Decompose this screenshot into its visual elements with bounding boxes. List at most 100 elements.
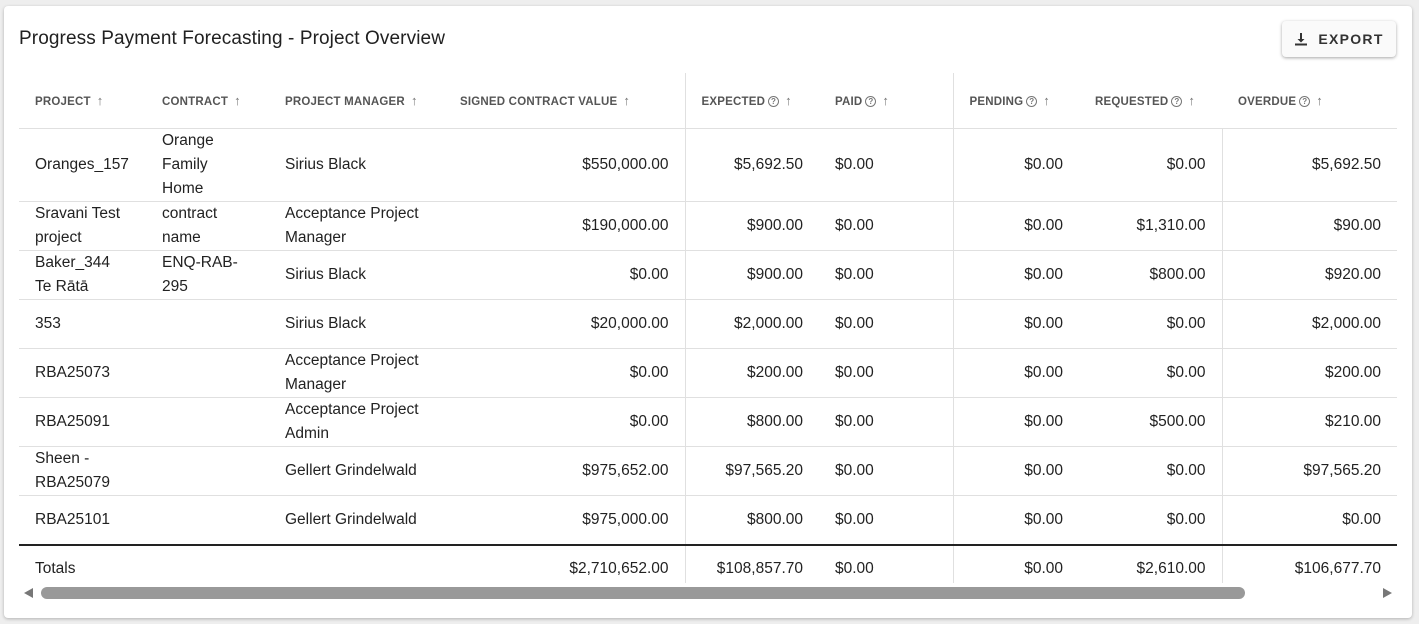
totals-pending: $0.00 [952,543,1079,583]
cell-project-manager: Gellert Grindelwald [269,446,444,496]
column-header-project-manager[interactable]: PROJECT MANAGER ↑ [269,73,444,129]
cell-project-manager: Acceptance Project Manager [269,348,444,398]
cell-paid: $0.00 [819,299,953,349]
table-row[interactable]: Sheen - RBA25079 Gellert Grindelwald $975,… [19,446,1397,496]
cell-contract [146,348,269,398]
scroll-track[interactable] [41,587,1271,599]
totals-signed-value: $2,710,652.00 [444,543,685,583]
table-row[interactable]: 353 Sirius Black $20,000.00 $2,000.00 $0.00 $… [19,299,1397,349]
column-header-overdue[interactable]: OVERDUE? ↑ [1222,73,1397,129]
column-header-contract[interactable]: CONTRACT ↑ [146,73,269,129]
table-row[interactable]: RBA25073 Acceptance Project Manager $0.00 $… [19,348,1397,398]
project-overview-card: Progress Payment Forecasting - Project O… [4,6,1412,618]
cell-signed-contract-value: $975,652.00 [444,446,685,496]
table-row[interactable]: Baker_344 Te Rātā ENQ-RAB-295 Sirius Black… [19,250,1397,300]
sort-arrow-up-icon[interactable]: ↑ [623,93,631,108]
cell-project-manager: Sirius Black [269,250,444,300]
cell-contract [146,397,269,447]
totals-row: Totals $2,710,652.00 $108,857.70 $0.00 $… [19,543,1397,583]
cell-pending: $0.00 [952,299,1079,349]
cell-project: Baker_344 Te Rātā [19,250,146,300]
help-icon[interactable]: ? [1299,96,1311,107]
cell-project-manager: Acceptance Project Admin [269,397,444,447]
cell-contract [146,495,269,545]
sort-arrow-up-icon[interactable]: ↑ [1316,93,1323,108]
cell-paid: $0.00 [819,397,953,447]
data-table-container: PROJECT ↑ CONTRACT ↑ PROJECT MANAGER ↑ SIGN… [19,73,1397,583]
cell-project: RBA25073 [19,348,146,398]
scroll-right-arrow-icon[interactable] [1383,588,1392,598]
cell-contract: Orange Family Home [146,128,269,202]
export-button[interactable]: EXPORT [1282,21,1396,57]
column-header-pending[interactable]: PENDING? ↑ [952,73,1079,129]
totals-contract-cell [146,543,269,583]
cell-project: Oranges_157 [19,128,146,202]
cell-overdue: $210.00 [1221,397,1397,447]
export-label: EXPORT [1318,31,1384,47]
column-header-requested[interactable]: REQUESTED? ↑ [1079,73,1222,129]
column-header-expected[interactable]: EXPECTED? ↑ [684,73,819,129]
table-row[interactable]: RBA25091 Acceptance Project Admin $0.00 $80… [19,397,1397,447]
sort-arrow-up-icon[interactable]: ↑ [785,93,792,108]
sort-arrow-up-icon[interactable]: ↑ [234,93,241,108]
column-header-signed-contract-value[interactable]: SIGNED CONTRACT VALUE ↑ [444,73,685,129]
table-row[interactable]: Oranges_157 Orange Family Home Sirius Blac… [19,128,1397,202]
totals-label: Totals [19,543,146,583]
horizontal-scrollbar[interactable] [19,584,1397,602]
cell-expected: $900.00 [684,250,819,300]
cell-pending: $0.00 [952,201,1079,251]
help-icon[interactable]: ? [768,96,780,107]
cell-requested: $0.00 [1079,128,1222,202]
scroll-left-arrow-icon[interactable] [24,588,33,598]
cell-contract: ENQ-RAB-295 [146,250,269,300]
cell-project: RBA25101 [19,495,146,545]
cell-overdue: $97,565.20 [1221,446,1397,496]
cell-requested: $0.00 [1079,446,1222,496]
column-header-paid[interactable]: PAID? ↑ [819,73,953,129]
table-row[interactable]: RBA25101 Gellert Grindelwald $975,000.00 $8… [19,495,1397,545]
cell-expected: $800.00 [684,495,819,545]
cell-pending: $0.00 [952,495,1079,545]
cell-project-manager: Sirius Black [269,128,444,202]
cell-requested: $500.00 [1079,397,1222,447]
totals-overdue: $106,677.70 [1221,543,1397,583]
cell-paid: $0.00 [819,250,953,300]
cell-requested: $0.00 [1079,348,1222,398]
table-row[interactable]: Sravani Test project contract name Accepta… [19,201,1397,251]
cell-project: Sravani Test project [19,201,146,251]
totals-expected: $108,857.70 [684,543,819,583]
cell-project: Sheen - RBA25079 [19,446,146,496]
cell-expected: $97,565.20 [684,446,819,496]
scroll-thumb[interactable] [41,587,1245,599]
cell-pending: $0.00 [952,348,1079,398]
cell-expected: $2,000.00 [684,299,819,349]
cell-requested: $0.00 [1079,495,1222,545]
cell-contract [146,299,269,349]
help-icon[interactable]: ? [1026,96,1038,107]
cell-expected: $800.00 [684,397,819,447]
cell-contract [146,446,269,496]
sort-arrow-up-icon[interactable]: ↑ [882,93,890,108]
cell-project-manager: Acceptance Project Manager [269,201,444,251]
cell-overdue: $920.00 [1221,250,1397,300]
page-title: Progress Payment Forecasting - Project O… [19,28,446,49]
help-icon[interactable]: ? [865,96,877,107]
project-table: PROJECT ↑ CONTRACT ↑ PROJECT MANAGER ↑ SIGN… [19,73,1397,583]
cell-overdue: $5,692.50 [1221,128,1397,202]
cell-paid: $0.00 [819,201,953,251]
download-icon [1295,33,1308,46]
cell-pending: $0.00 [952,446,1079,496]
sort-arrow-up-icon[interactable]: ↑ [1188,93,1196,108]
sort-arrow-up-icon[interactable]: ↑ [410,93,418,108]
column-header-project[interactable]: PROJECT ↑ [19,73,146,129]
help-icon[interactable]: ? [1171,96,1183,107]
cell-signed-contract-value: $0.00 [444,348,685,398]
sort-arrow-up-icon[interactable]: ↑ [96,93,104,108]
cell-overdue: $90.00 [1221,201,1397,251]
cell-project: RBA25091 [19,397,146,447]
cell-paid: $0.00 [819,446,953,496]
cell-signed-contract-value: $190,000.00 [444,201,685,251]
sort-arrow-up-icon[interactable]: ↑ [1043,93,1050,108]
cell-expected: $900.00 [684,201,819,251]
cell-project-manager: Gellert Grindelwald [269,495,444,545]
